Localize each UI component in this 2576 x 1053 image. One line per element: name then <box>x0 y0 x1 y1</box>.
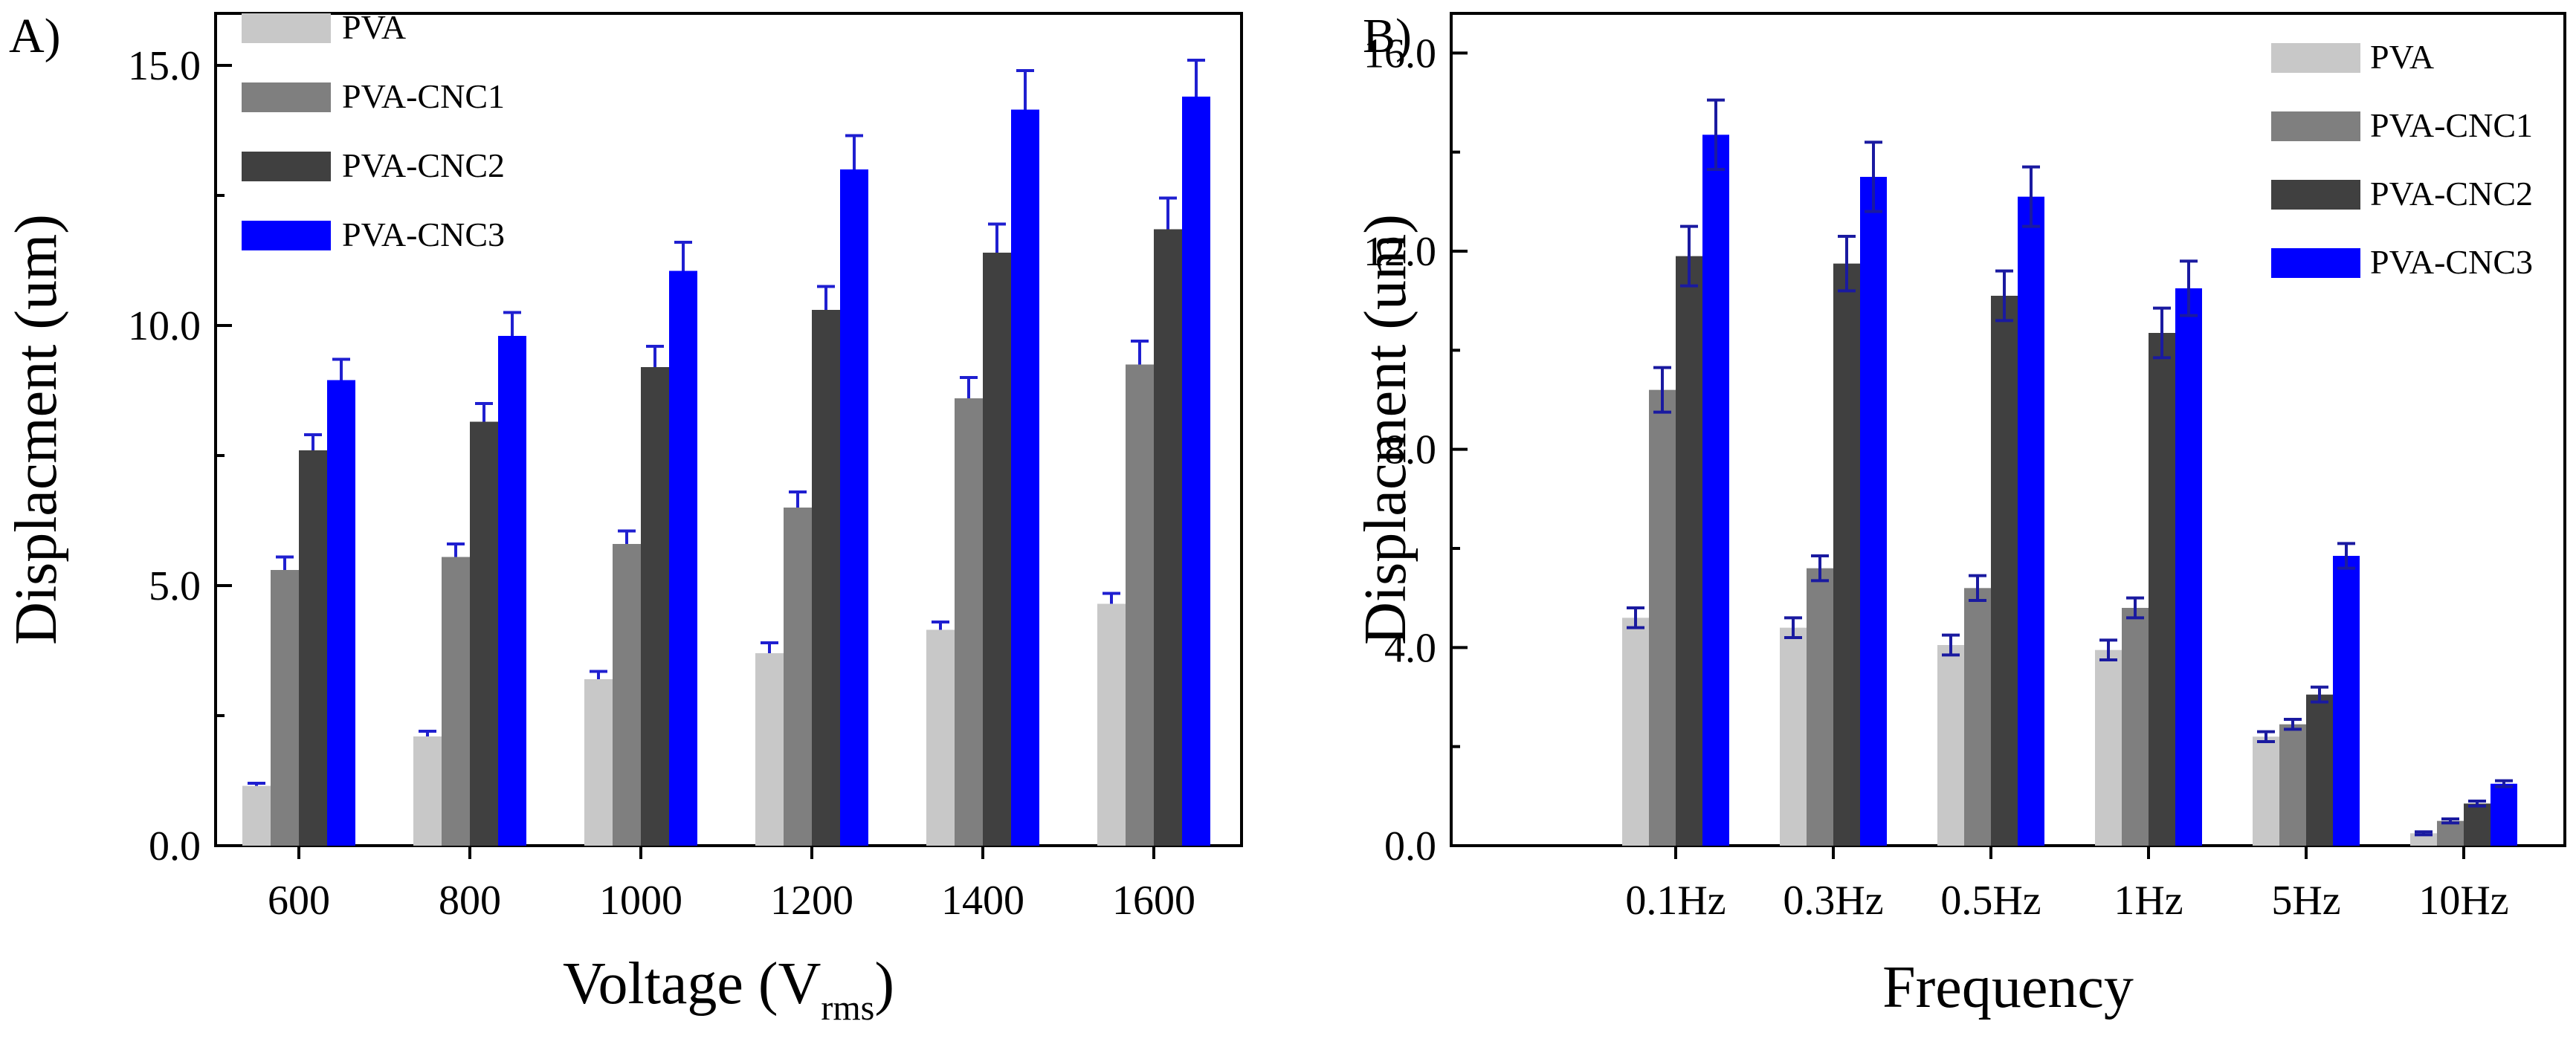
legend-label: PVA <box>342 8 406 46</box>
bar <box>2175 288 2202 846</box>
x-tick-label: 1000 <box>599 878 682 924</box>
y-tick-label: 0.0 <box>1384 823 1436 869</box>
bar <box>812 310 840 846</box>
x-axis-title-close: ) <box>874 951 894 1017</box>
bar <box>1964 588 1991 846</box>
y-tick-label: 16.0 <box>1363 30 1436 77</box>
y-tick-label: 12.0 <box>1363 229 1436 275</box>
legend-swatch <box>2271 111 2360 141</box>
bar <box>1011 109 1039 846</box>
bar <box>470 421 498 846</box>
bar <box>613 544 641 846</box>
bar <box>2306 694 2333 846</box>
legend-swatch <box>2271 248 2360 278</box>
bar <box>242 785 271 846</box>
bar <box>2018 196 2044 846</box>
legend-swatch <box>2271 43 2360 73</box>
x-axis-title: Frequency <box>1882 955 2134 1020</box>
bar <box>327 380 355 846</box>
legend-label: PVA-CNC3 <box>342 216 505 253</box>
legend-label: PVA-CNC1 <box>2370 106 2533 144</box>
bar <box>1126 364 1154 846</box>
x-tick-label: 1400 <box>941 878 1024 924</box>
legend-swatch <box>242 221 331 250</box>
bar <box>1676 256 1702 846</box>
bar <box>2333 556 2360 846</box>
x-tick-label: 1Hz <box>2114 878 2183 924</box>
bar <box>1182 97 1210 846</box>
y-tick-label: 0.0 <box>149 823 201 869</box>
y-tick-label: 10.0 <box>128 303 201 349</box>
bar <box>1833 263 1860 846</box>
x-tick-label: 800 <box>439 878 501 924</box>
legend-label: PVA-CNC2 <box>2370 175 2533 213</box>
bar <box>2410 833 2437 846</box>
bar <box>1807 568 1833 846</box>
bar <box>755 653 784 846</box>
legend-label: PVA-CNC2 <box>342 146 505 184</box>
panel-label-a: A) <box>9 9 61 63</box>
bar <box>1991 296 2018 846</box>
bar <box>1154 229 1182 846</box>
x-tick-label: 0.5Hz <box>1940 878 2041 924</box>
chart-b: B) 0.0 4.0 8.0 12.0 16.0 0.1Hz 0.3Hz 0.5Hz 1Hz 5Hz… <box>1353 9 2566 1020</box>
x-tick-label: 5Hz <box>2271 878 2340 924</box>
bar <box>1702 135 1729 846</box>
bar <box>669 270 697 846</box>
legend-swatch <box>242 13 331 43</box>
bar <box>2095 649 2122 846</box>
x-tick-label: 0.1Hz <box>1625 878 1726 924</box>
x-tick-label: 1200 <box>770 878 853 924</box>
bar <box>2491 783 2517 846</box>
bar <box>1649 389 1676 846</box>
x-axis-title: Voltage (Vrms) <box>563 951 894 1028</box>
plot-frame-a <box>214 12 1243 847</box>
bar <box>1937 645 1964 846</box>
y-tick-label: 5.0 <box>149 563 201 609</box>
legend-label: PVA-CNC3 <box>2370 243 2533 281</box>
bar <box>1097 603 1126 846</box>
bar <box>1622 618 1649 846</box>
bar <box>299 450 327 846</box>
legend-label: PVA <box>2370 38 2434 76</box>
bar <box>983 253 1011 846</box>
bar <box>584 679 613 846</box>
legend-swatch <box>242 82 331 112</box>
y-tick-label: 4.0 <box>1384 625 1436 671</box>
bar <box>2464 803 2491 846</box>
x-axis-title-main: Frequency <box>1882 955 2134 1020</box>
panel-label-b: B) <box>1363 9 1412 63</box>
bar <box>2122 608 2149 846</box>
bar <box>784 508 812 846</box>
x-tick-label: 10Hz <box>2418 878 2508 924</box>
y-tick-label: 15.0 <box>128 43 201 89</box>
legend-swatch <box>2271 180 2360 210</box>
bar <box>641 367 669 846</box>
y-axis-title: Displacment (um) <box>4 214 69 645</box>
x-axis-title-subscript: rms <box>821 988 874 1028</box>
bar <box>926 629 955 846</box>
legend-label: PVA-CNC1 <box>342 77 505 115</box>
bar <box>413 736 442 846</box>
y-axis-title: Displacment (um) <box>1353 214 1418 645</box>
x-tick-label: 600 <box>268 878 330 924</box>
bar <box>2149 333 2175 846</box>
bar <box>2253 736 2279 846</box>
x-tick-label: 1600 <box>1112 878 1195 924</box>
chart-a: A) 0.0 5.0 10.0 15.0 600 800 1000 1200 1400 1600 PV… <box>4 8 1243 1028</box>
bar <box>442 557 470 846</box>
bar <box>1780 627 1807 846</box>
x-tick-label: 0.3Hz <box>1783 878 1883 924</box>
bar <box>271 570 299 846</box>
bar <box>2437 820 2464 846</box>
bar <box>2279 724 2306 846</box>
bar <box>498 336 526 846</box>
bar <box>1860 177 1887 846</box>
bar <box>840 169 868 846</box>
legend-swatch <box>242 152 331 181</box>
y-tick-label: 8.0 <box>1384 427 1436 473</box>
x-axis-title-main: Voltage (V <box>563 951 821 1017</box>
bar <box>955 398 983 846</box>
